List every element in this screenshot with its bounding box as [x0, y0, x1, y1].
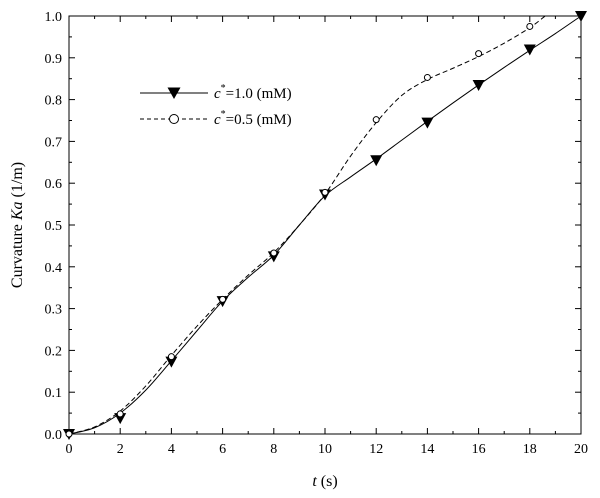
legend: c*=1.0 (mM) c*=0.5 (mM): [140, 83, 292, 128]
y-tick-label: 0.9: [45, 52, 63, 67]
series-markers: [63, 11, 587, 440]
series-1-point: [165, 356, 178, 368]
y-tick-label: 0.0: [45, 428, 63, 443]
x-tick-label: 18: [523, 442, 537, 457]
y-axis-label-unit: (1/m): [9, 162, 26, 202]
legend-entry-series-2: c*=0.5 (mM): [140, 109, 292, 128]
legend-label-series-1: c*=1.0 (mM): [214, 83, 292, 102]
series-1-point: [523, 44, 536, 56]
y-tick-label: 0.1: [45, 386, 63, 401]
x-tick-label: 10: [318, 442, 332, 457]
y-tick-label: 0.7: [45, 135, 63, 150]
series-1-point: [575, 11, 587, 22]
series-2-point: [321, 188, 329, 196]
x-tick-label: 14: [420, 442, 434, 457]
series-1-point: [370, 155, 383, 167]
series-2-point: [475, 50, 483, 58]
x-tick-label: 0: [66, 442, 73, 457]
legend-marker-open-circle: [169, 114, 179, 124]
legend-label-series-2: c*=0.5 (mM): [214, 109, 292, 128]
x-tick-label: 12: [369, 442, 383, 457]
x-tick-label: 6: [219, 442, 226, 457]
legend-marker-down-triangle: [167, 87, 181, 99]
x-tick-label: 8: [270, 442, 277, 457]
y-tick-label: 0.2: [45, 344, 63, 359]
y-axis-label-var: Ka: [9, 201, 26, 221]
y-tick-label: 0.5: [45, 219, 63, 234]
x-axis-label-var: t: [312, 473, 317, 490]
x-axis-label: t (s): [312, 473, 337, 490]
series-line-2: [68, 15, 546, 435]
series-1-point: [421, 117, 434, 129]
series-2-point: [65, 430, 73, 438]
series-2-point: [116, 410, 124, 418]
plot-frame: [68, 15, 582, 435]
axis-ticks: 0 2 4 6 8 10 12 14 16 18 20 0.0 0.1 0.2 0.3 0.4 0.5 0.6 0.…: [45, 10, 589, 457]
x-tick-label: 20: [574, 442, 588, 457]
y-tick-label: 0.6: [45, 177, 63, 192]
series-2-point: [219, 295, 227, 303]
series-2-point: [167, 353, 175, 361]
x-axis-label-unit: (s): [317, 473, 338, 490]
series-1-point: [472, 79, 485, 91]
series-2-point: [526, 22, 534, 30]
y-tick-label: 1.0: [45, 10, 63, 25]
x-tick-label: 16: [472, 442, 486, 457]
y-tick-label: 0.4: [45, 261, 63, 276]
series-line-1: [68, 15, 582, 435]
series-2-point: [270, 249, 278, 257]
series-2-point: [372, 116, 380, 124]
x-tick-label: 2: [117, 442, 124, 457]
x-tick-label: 4: [168, 442, 175, 457]
y-axis-label-prefix: Curvature: [9, 220, 26, 288]
series-1-point: [114, 413, 127, 425]
y-axis-label: Curvature Ka (1/m): [9, 162, 26, 288]
series-2-point: [423, 73, 431, 81]
legend-entry-series-1: c*=1.0 (mM): [140, 83, 292, 102]
y-tick-label: 0.8: [45, 94, 63, 109]
y-tick-label: 0.3: [45, 303, 63, 318]
series-curves: [68, 15, 582, 435]
